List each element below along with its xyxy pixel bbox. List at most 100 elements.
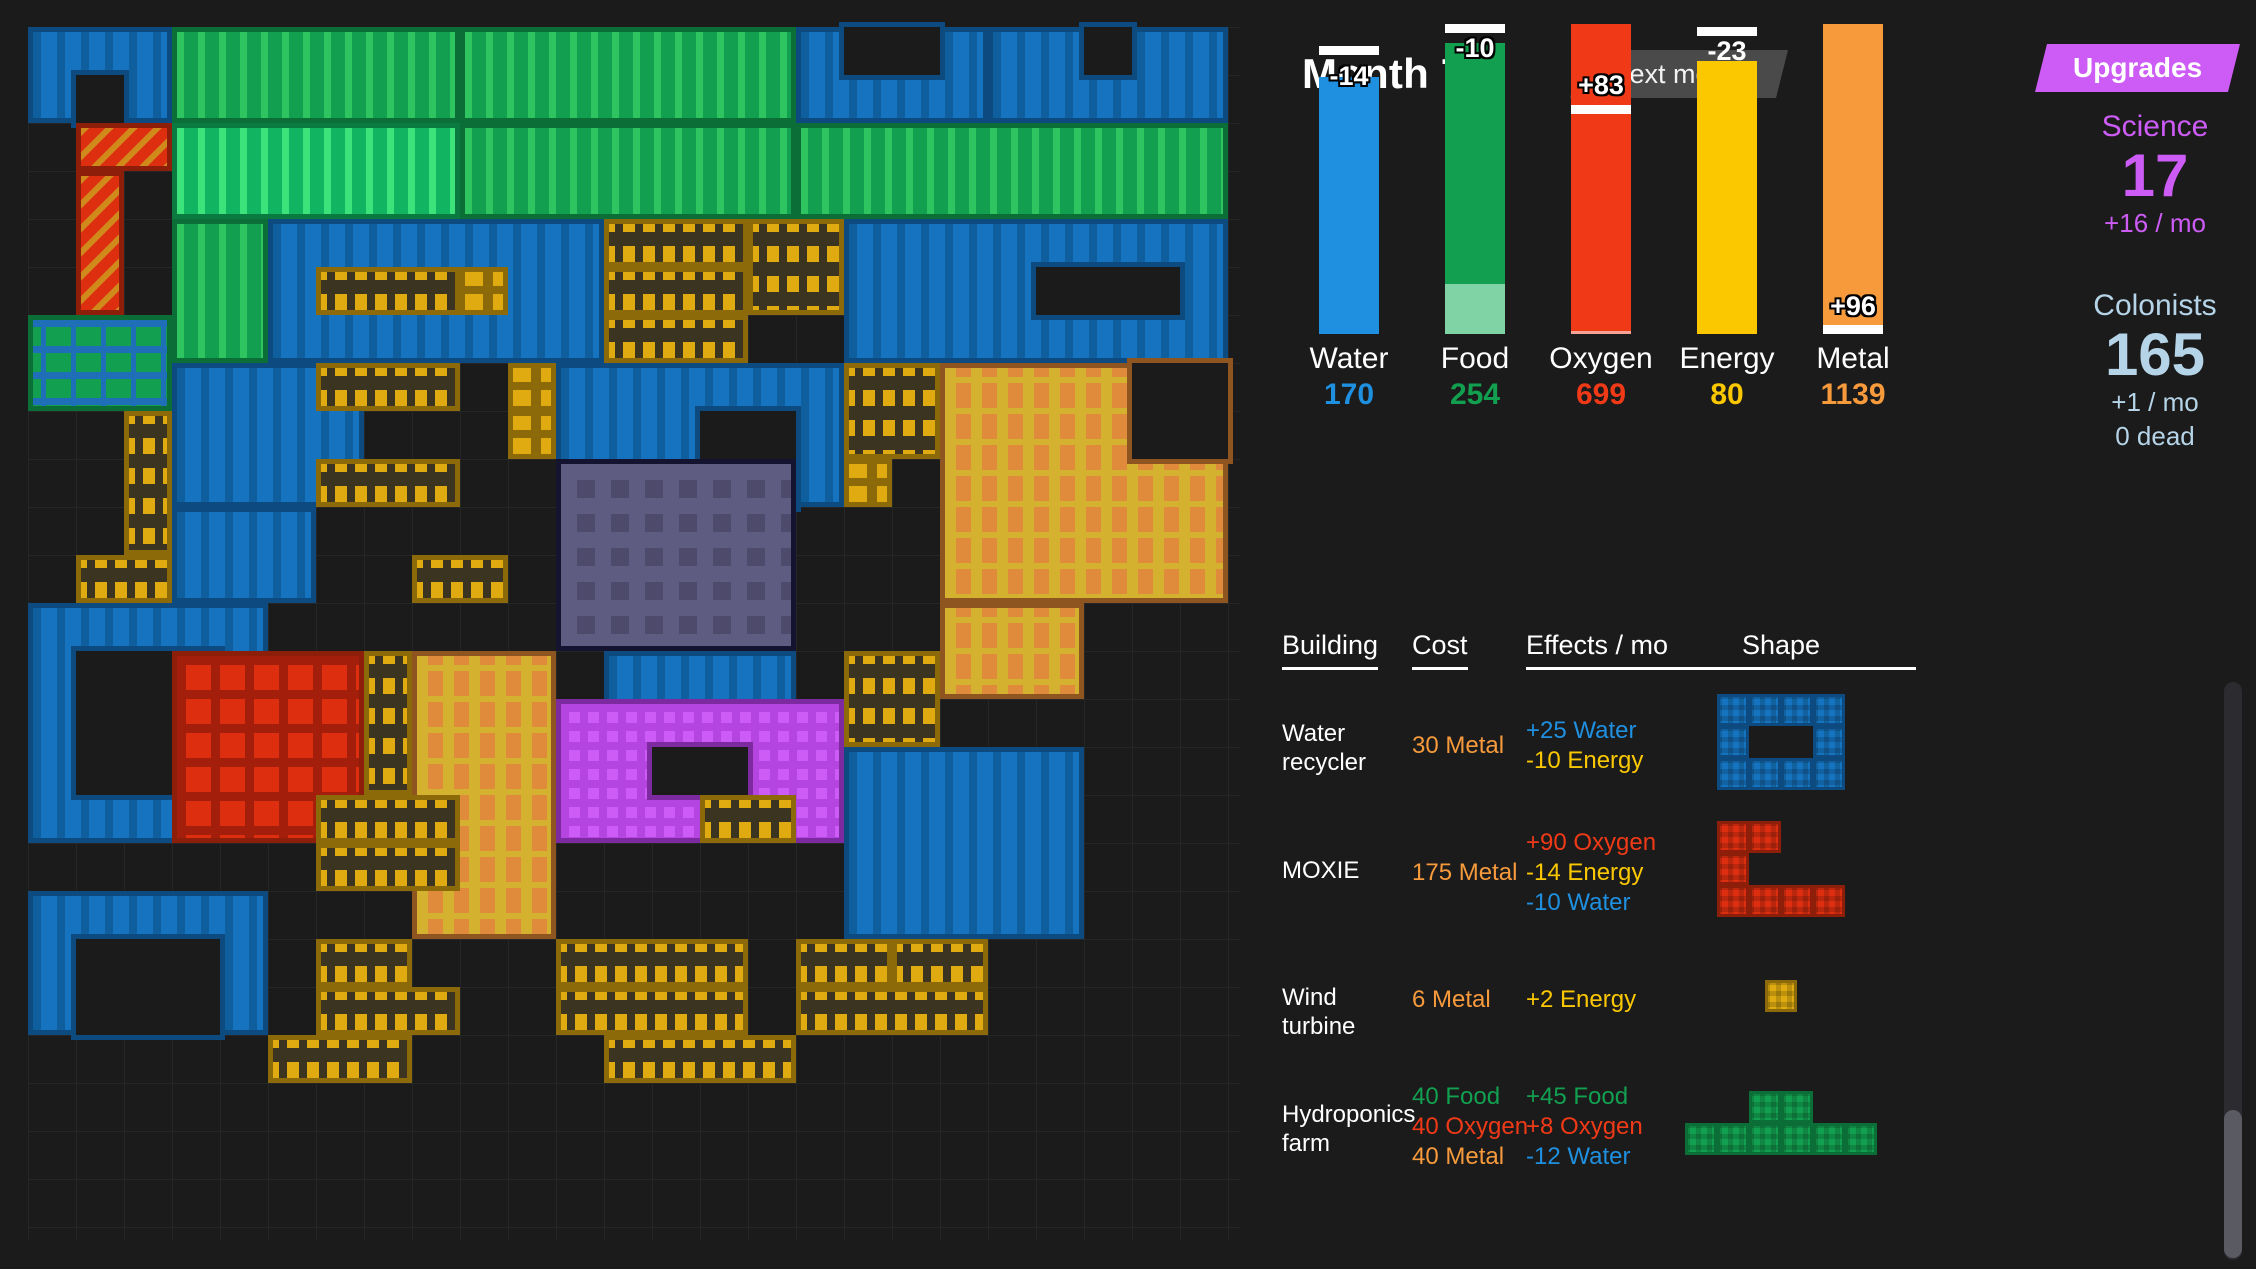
shape-cell	[1813, 726, 1845, 758]
map-building-farm-green[interactable]	[796, 123, 1228, 219]
stats-panel: Science 17 +16 / mo Colonists 165 +1 / m…	[2054, 110, 2256, 453]
building-pattern	[561, 464, 791, 646]
map-building-solar-yellow[interactable]	[604, 267, 748, 315]
shape-cell	[1813, 758, 1845, 790]
side-panel: Month 72 Next month Upgrades -14 Water 170…	[1264, 0, 2256, 1269]
map-building-habitat-blue[interactable]	[988, 27, 1228, 123]
map-building-solar-yellow[interactable]	[316, 843, 460, 891]
building-courtyard	[844, 27, 940, 75]
map-building-habitat-blue[interactable]	[28, 891, 268, 1035]
building-name: Water recycler	[1282, 720, 1367, 776]
map-building-mine-orange[interactable]	[940, 363, 1228, 603]
column-header-cost: Cost	[1412, 630, 1468, 670]
map-building-solar-yellow[interactable]	[796, 939, 892, 987]
map-building-solar-yellow[interactable]	[316, 267, 460, 315]
map-building-solar-yellow[interactable]	[892, 939, 988, 987]
resource-bar-water: -14	[1319, 24, 1379, 334]
shape-cell	[1717, 758, 1749, 790]
map-building-farm-green[interactable]	[172, 27, 460, 123]
table-row[interactable]: Wind turbine 6 Metal +2 Energy	[1264, 936, 2224, 1063]
map-building-solar-yellow[interactable]	[748, 219, 844, 315]
colony-map-panel[interactable]	[0, 0, 1264, 1269]
resource-bar-food: -10	[1445, 24, 1505, 334]
map-building-moxie-red[interactable]	[76, 171, 124, 315]
map-building-habitat-blue[interactable]	[844, 747, 1084, 939]
resource-name: Metal	[1816, 342, 1890, 375]
scrollbar-track[interactable]	[2224, 682, 2242, 1260]
colonists-dead: 0 dead	[2115, 420, 2195, 451]
building-table-body[interactable]: Water recycler 30 Metal +25 Water -10 Energy…	[1264, 682, 2224, 1190]
resource-metal: +96 Metal 1139	[1790, 24, 1916, 412]
building-pattern	[465, 128, 791, 214]
map-building-farm-green[interactable]	[460, 123, 796, 219]
column-header-shape: Shape	[1646, 630, 1916, 670]
map-building-solar-yellow[interactable]	[268, 1035, 412, 1083]
building-cost: 175 Metal	[1412, 859, 1518, 886]
map-building-farm-green-lt[interactable]	[172, 123, 460, 219]
map-building-habitat-blue[interactable]	[172, 507, 316, 603]
map-building-solar-yellow[interactable]	[316, 795, 460, 843]
map-building-solar-yellow[interactable]	[124, 411, 172, 555]
map-building-solar-yellow[interactable]	[604, 1035, 796, 1083]
map-building-turbine-yellow[interactable]	[508, 363, 556, 411]
map-building-solar-yellow[interactable]	[796, 987, 988, 1035]
map-building-solar-yellow[interactable]	[700, 795, 796, 843]
map-building-mine-orange[interactable]	[940, 603, 1084, 699]
map-building-solar-yellow[interactable]	[556, 987, 748, 1035]
map-building-hydro-green[interactable]	[28, 315, 172, 411]
map-building-turbine-yellow[interactable]	[844, 459, 892, 507]
map-building-solar-yellow[interactable]	[604, 315, 748, 363]
upgrades-button[interactable]: Upgrades	[2034, 44, 2240, 92]
shape-cell	[1685, 1123, 1717, 1155]
map-building-solar-yellow[interactable]	[76, 555, 172, 603]
map-building-lab-purple[interactable]	[556, 459, 796, 651]
building-pattern	[321, 272, 455, 310]
map-building-solar-yellow[interactable]	[316, 459, 460, 507]
bar-delta-tick	[1319, 46, 1379, 55]
map-building-farm-green[interactable]	[460, 27, 796, 123]
map-building-solar-yellow[interactable]	[604, 219, 748, 267]
building-pattern	[801, 944, 887, 982]
map-building-solar-yellow[interactable]	[844, 363, 940, 459]
bar-fill	[1823, 24, 1883, 334]
map-building-habitat-blue[interactable]	[796, 27, 988, 123]
map-building-solar-yellow[interactable]	[556, 939, 748, 987]
table-row[interactable]: Hydroponics farm 40 Food 40 Oxygen 40 Metal +…	[1264, 1063, 2224, 1190]
table-row[interactable]: MOXIE 175 Metal +90 Oxygen -14 Energy -10 Wa…	[1264, 809, 2224, 936]
building-pattern	[561, 944, 743, 982]
map-building-solar-yellow[interactable]	[316, 363, 460, 411]
building-pattern	[177, 224, 263, 358]
upgrades-button-label: Upgrades	[2072, 52, 2202, 83]
map-building-turbine-yellow[interactable]	[460, 267, 508, 315]
building-pattern	[177, 32, 455, 118]
map-building-solar-yellow[interactable]	[844, 651, 940, 747]
resource-value: 699	[1575, 378, 1627, 411]
shape-cell	[1749, 1091, 1781, 1123]
building-courtyard	[76, 939, 220, 1035]
table-row[interactable]: Water recycler 30 Metal +25 Water -10 Energy	[1264, 682, 2224, 809]
map-building-solar-yellow[interactable]	[316, 987, 460, 1035]
resource-value: 170	[1323, 378, 1375, 411]
building-pattern	[321, 800, 455, 838]
building-pattern	[417, 560, 503, 598]
map-building-solar-yellow[interactable]	[364, 651, 412, 795]
building-pattern	[609, 320, 743, 358]
column-header-building: Building	[1282, 630, 1379, 670]
map-building-habitat-blue[interactable]	[844, 219, 1228, 363]
building-name: Wind turbine	[1282, 984, 1356, 1040]
colony-map-grid[interactable]	[28, 27, 1240, 1239]
map-building-turbine-yellow[interactable]	[508, 411, 556, 459]
shape-cell	[1749, 694, 1781, 726]
map-building-solar-yellow[interactable]	[412, 555, 508, 603]
scrollbar-thumb[interactable]	[2224, 1110, 2242, 1258]
map-building-solar-yellow[interactable]	[316, 939, 412, 987]
shape-cell	[1717, 726, 1749, 758]
map-building-habitat-blue[interactable]	[28, 27, 172, 123]
map-building-moxie-red[interactable]	[76, 123, 172, 171]
building-pattern	[273, 1040, 407, 1078]
map-building-farm-green[interactable]	[172, 219, 268, 363]
building-pattern	[801, 128, 1223, 214]
building-table[interactable]: Building Cost Effects / mo Shape Water re…	[1264, 620, 2256, 1269]
column-header-effects: Effects / mo	[1526, 630, 1669, 670]
resource-value: 1139	[1820, 378, 1886, 411]
